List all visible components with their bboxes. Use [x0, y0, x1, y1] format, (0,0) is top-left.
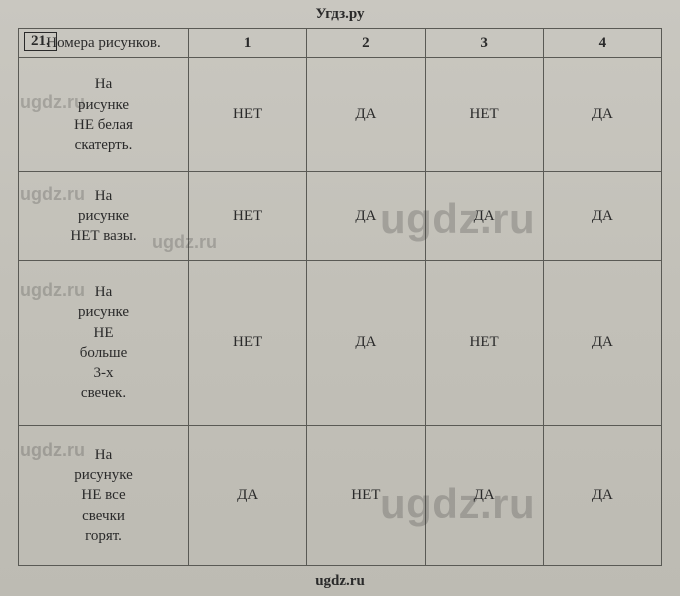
- cell: НЕТ: [307, 426, 425, 566]
- cell: НЕТ: [189, 172, 307, 260]
- cell: ДА: [543, 58, 661, 172]
- exercise-number-box: 21.: [24, 32, 57, 51]
- cell: НЕТ: [425, 260, 543, 425]
- table-row: НарисункеНЕбольше3-хсвечек. НЕТ ДА НЕТ Д…: [19, 260, 662, 425]
- site-header: Угдз.ру: [0, 6, 680, 23]
- table-row: НарисункеНЕТ вазы. НЕТ ДА ДА ДА: [19, 172, 662, 260]
- cell: ДА: [425, 426, 543, 566]
- table-row: НарисункеНЕ белаяскатерть. НЕТ ДА НЕТ ДА: [19, 58, 662, 172]
- cell: НЕТ: [425, 58, 543, 172]
- cell: ДА: [543, 260, 661, 425]
- cell: НЕТ: [189, 58, 307, 172]
- header-col-1: 1: [189, 29, 307, 58]
- row-label: НарисунукеНЕ всесвечкигорят.: [19, 426, 189, 566]
- cell: ДА: [543, 426, 661, 566]
- table-row: НарисунукеНЕ всесвечкигорят. ДА НЕТ ДА Д…: [19, 426, 662, 566]
- cell: ДА: [307, 58, 425, 172]
- cell: ДА: [189, 426, 307, 566]
- header-col-2: 2: [307, 29, 425, 58]
- row-label: НарисункеНЕбольше3-хсвечек.: [19, 260, 189, 425]
- header-col-3: 3: [425, 29, 543, 58]
- table-header-row: Номера рисунков. 1 2 3 4: [19, 29, 662, 58]
- cell: ДА: [307, 260, 425, 425]
- cell: НЕТ: [189, 260, 307, 425]
- header-col-4: 4: [543, 29, 661, 58]
- row-label: НарисункеНЕ белаяскатерть.: [19, 58, 189, 172]
- table-body: НарисункеНЕ белаяскатерть. НЕТ ДА НЕТ ДА…: [19, 58, 662, 566]
- cell: ДА: [307, 172, 425, 260]
- site-footer: ugdz.ru: [0, 573, 680, 590]
- row-label: НарисункеНЕТ вазы.: [19, 172, 189, 260]
- exercise-block: 21. Номера рисунков. 1 2 3 4 НарисункеНЕ…: [18, 28, 662, 566]
- cell: ДА: [543, 172, 661, 260]
- answers-table: Номера рисунков. 1 2 3 4 НарисункеНЕ бел…: [18, 28, 662, 566]
- cell: ДА: [425, 172, 543, 260]
